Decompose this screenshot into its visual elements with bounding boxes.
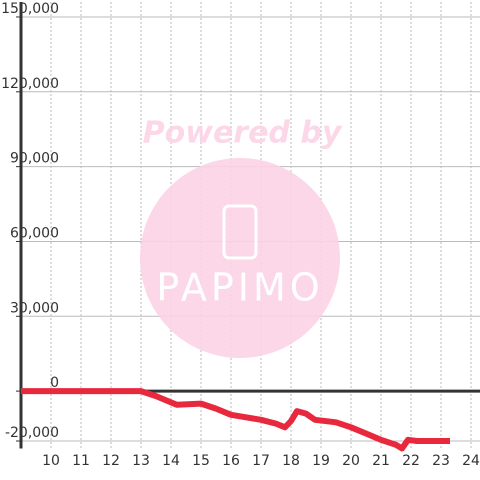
x-tick-label: 23 (432, 453, 450, 469)
x-tick-label: 16 (222, 453, 240, 469)
watermark: Powered by PAPIMO (140, 116, 343, 358)
x-tick-label: 20 (342, 453, 360, 469)
x-tick-label: 10 (42, 453, 60, 469)
x-tick-label: 22 (402, 453, 420, 469)
data-line (21, 388, 450, 452)
y-tick-label: 150,000 (1, 1, 59, 17)
watermark-icon (222, 204, 258, 260)
y-tick-label: 120,000 (1, 76, 59, 92)
watermark-text: Powered by (143, 116, 343, 151)
x-tick-label: 17 (252, 453, 270, 469)
x-tick-label: 15 (192, 453, 210, 469)
x-tick-label: 21 (372, 453, 390, 469)
x-tick-label: 14 (162, 453, 180, 469)
y-tick-label: 90,000 (10, 151, 59, 167)
plot: 10 11 12 13 14 15 16 17 18 19 20 21 22 23 24 -20,000 0 30… (1, 1, 480, 469)
y-tick-label: -20,000 (5, 425, 59, 441)
x-tick-label: 11 (72, 453, 90, 469)
y-tick-label: 60,000 (10, 225, 59, 241)
watermark-text: PAPIMO (156, 266, 323, 310)
x-tick-label: 19 (312, 453, 330, 469)
x-tick-label: 13 (132, 453, 150, 469)
y-tick-label: 30,000 (10, 300, 59, 316)
x-tick-label: 24 (462, 453, 480, 469)
y-tick-label: 0 (50, 375, 59, 391)
x-tick-label: 18 (282, 453, 300, 469)
x-tick-label: 12 (102, 453, 120, 469)
